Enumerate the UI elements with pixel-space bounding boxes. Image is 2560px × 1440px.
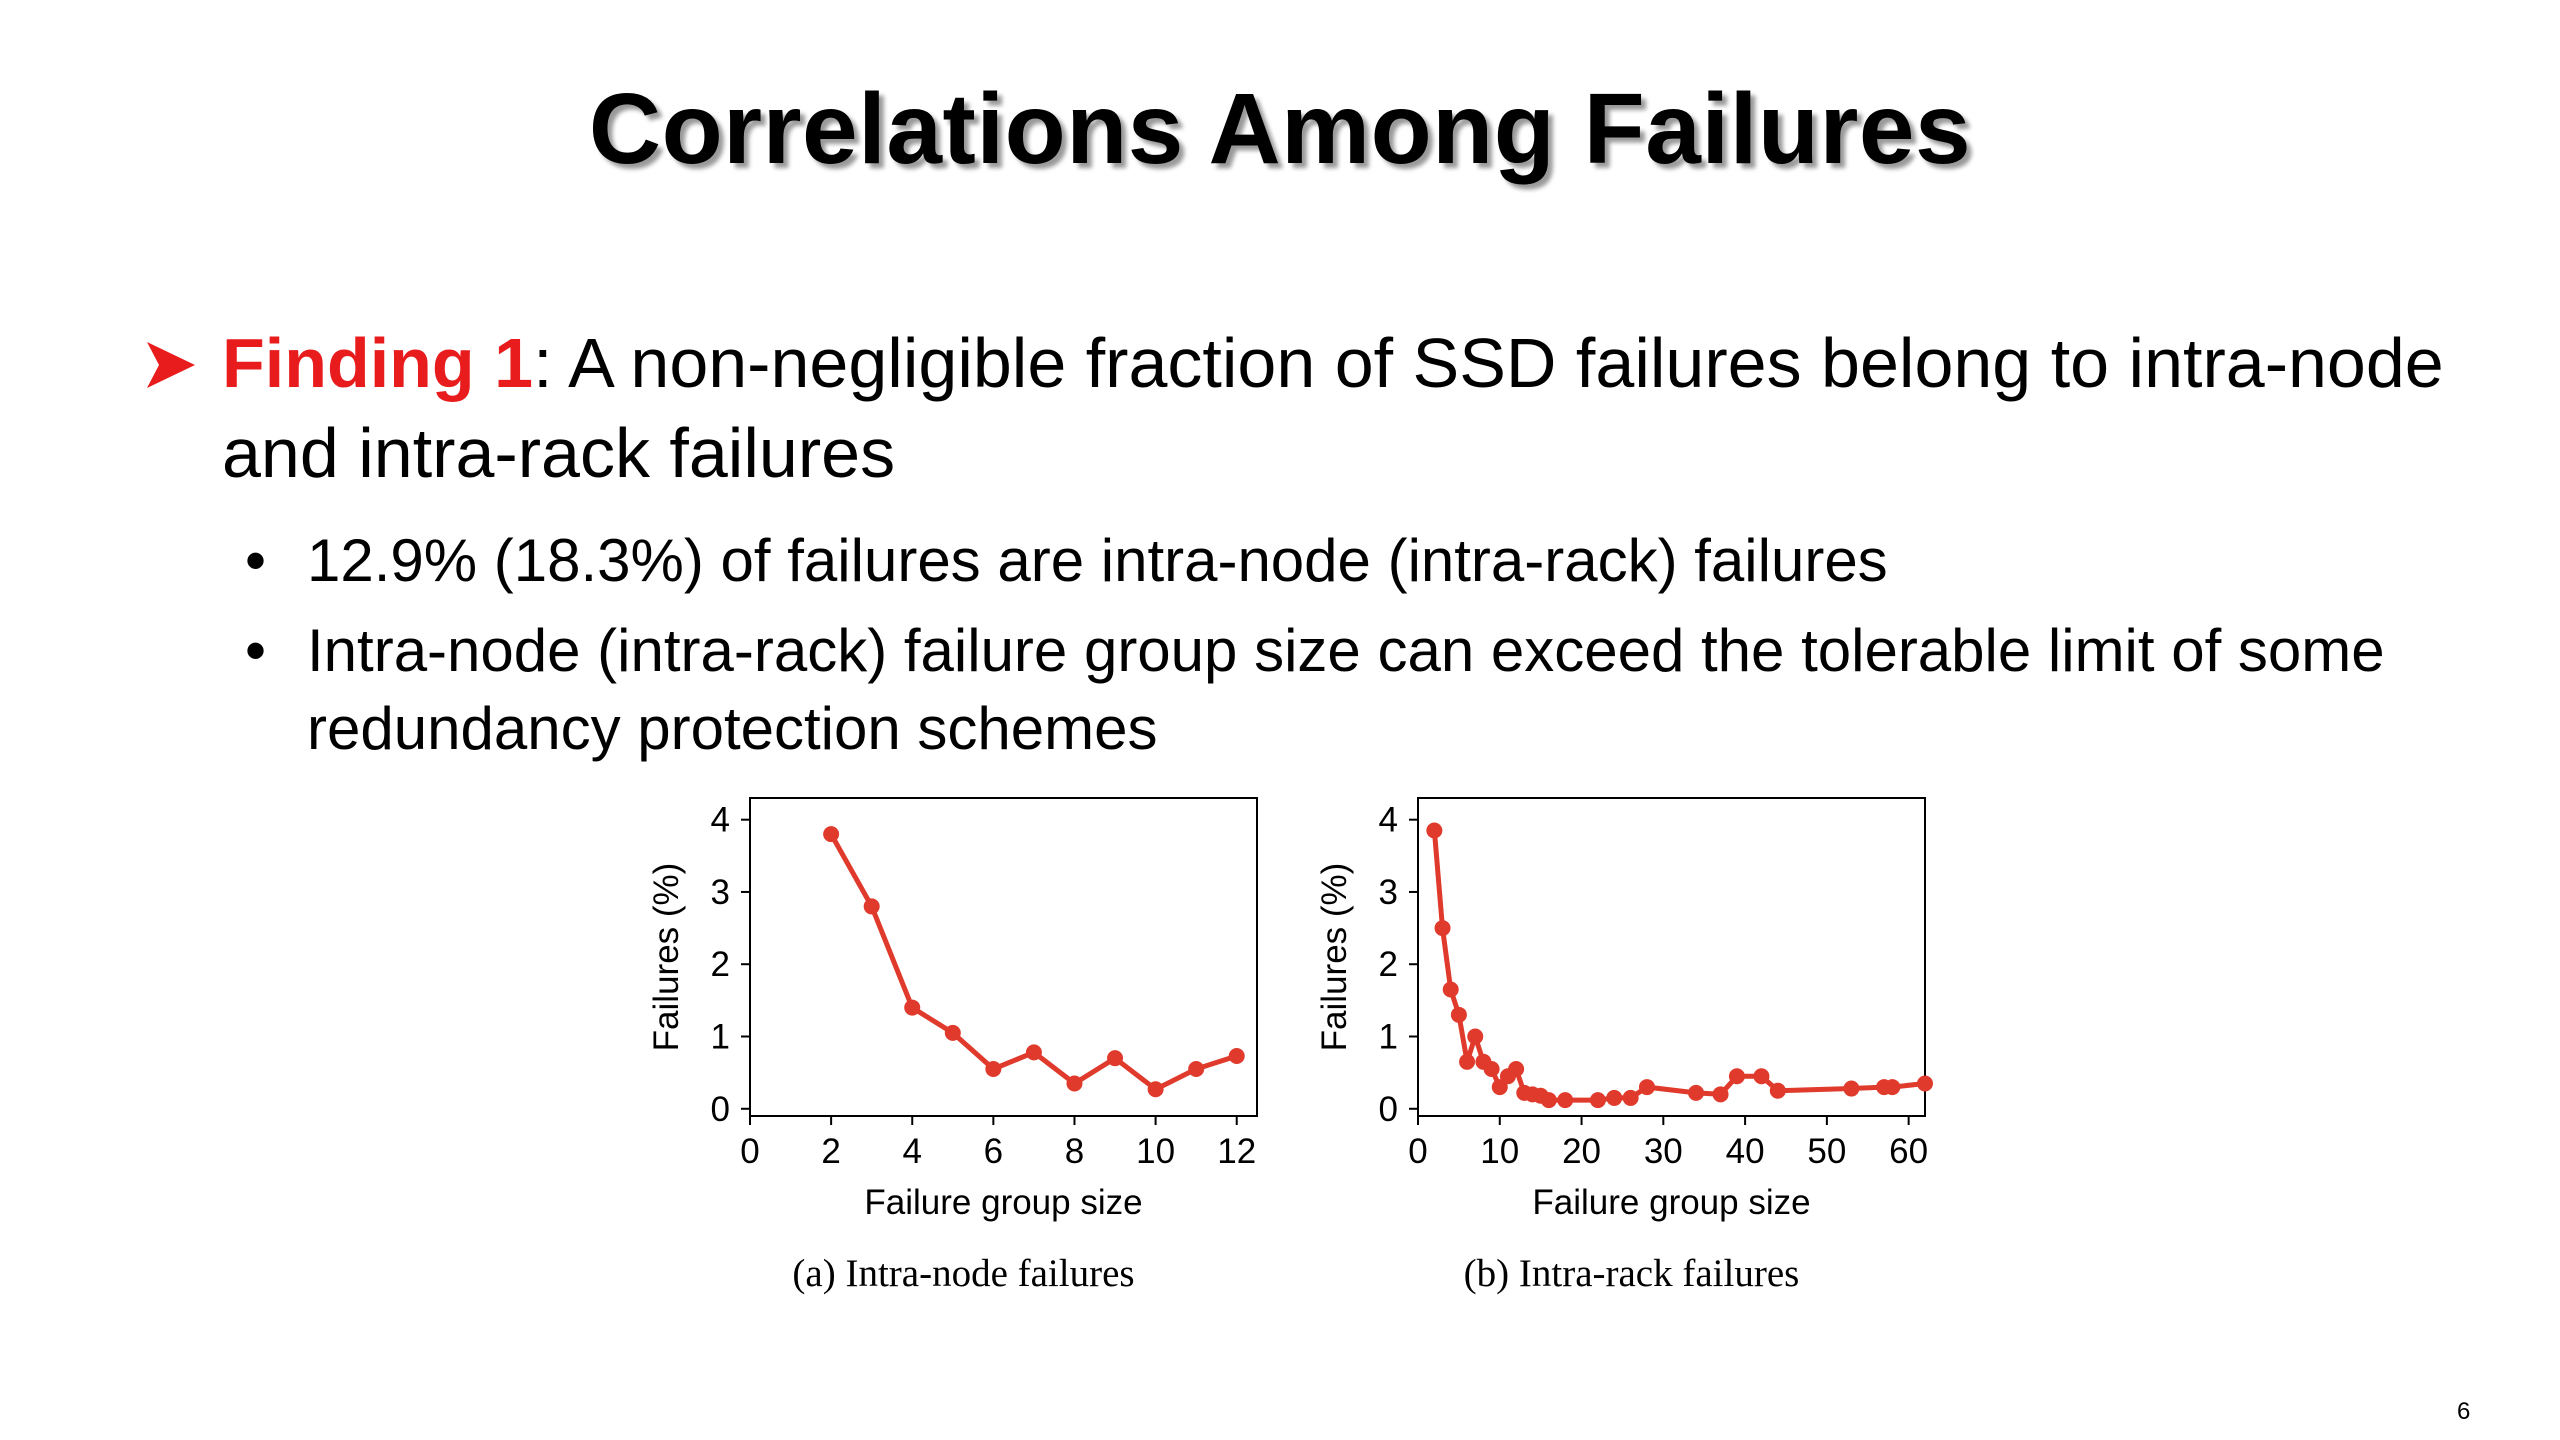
data-point bbox=[1884, 1079, 1901, 1096]
y-tick-label: 2 bbox=[711, 945, 730, 984]
arrow-bullet-icon bbox=[147, 342, 195, 388]
y-tick-label: 0 bbox=[1379, 1090, 1398, 1129]
data-point bbox=[1508, 1061, 1525, 1078]
y-tick-label: 4 bbox=[711, 801, 730, 840]
y-tick-label: 4 bbox=[1379, 801, 1398, 840]
data-point bbox=[1426, 822, 1443, 839]
y-tick-label: 3 bbox=[1379, 873, 1398, 912]
plot-frame bbox=[1417, 797, 1926, 1117]
data-point bbox=[1434, 920, 1451, 937]
y-axis-label: Failures (%) bbox=[1315, 863, 1354, 1052]
bullet-text: 12.9% (18.3%) of failures are intra-node… bbox=[307, 527, 1888, 594]
bullet-dot-icon: • bbox=[245, 617, 267, 684]
x-axis-label: Failure group size bbox=[864, 1183, 1142, 1222]
x-tick-label: 10 bbox=[1480, 1132, 1519, 1171]
finding-statement: Finding 1: A non-negligible fraction of … bbox=[147, 318, 2455, 498]
x-tick-label: 0 bbox=[740, 1132, 759, 1171]
data-point bbox=[1066, 1075, 1083, 1092]
data-point bbox=[1917, 1075, 1933, 1092]
finding-label: Finding 1 bbox=[222, 324, 534, 402]
y-tick-label: 3 bbox=[711, 873, 730, 912]
data-point bbox=[1025, 1044, 1042, 1061]
data-point bbox=[1622, 1089, 1639, 1106]
x-tick-label: 8 bbox=[1065, 1132, 1084, 1171]
data-point bbox=[985, 1061, 1002, 1078]
data-point bbox=[1147, 1081, 1164, 1098]
x-tick-label: 2 bbox=[821, 1132, 840, 1171]
data-point bbox=[1107, 1050, 1124, 1067]
bullet-dot-icon: • bbox=[245, 527, 267, 594]
data-point bbox=[1638, 1079, 1655, 1096]
data-point bbox=[863, 898, 880, 915]
data-point bbox=[1557, 1092, 1574, 1109]
series-line bbox=[1431, 830, 1926, 1103]
data-point bbox=[1728, 1068, 1745, 1085]
bullet-item: • Intra-node (intra-rack) failure group … bbox=[245, 612, 2495, 768]
data-point bbox=[1589, 1092, 1606, 1109]
x-tick-label: 50 bbox=[1807, 1132, 1846, 1171]
y-tick-label: 1 bbox=[1379, 1018, 1398, 1057]
chart-caption: (b) Intra-rack failures bbox=[1464, 1252, 1800, 1295]
y-axis-label: Failures (%) bbox=[647, 863, 686, 1052]
x-tick-label: 20 bbox=[1562, 1132, 1601, 1171]
data-point bbox=[1450, 1006, 1467, 1023]
y-tick-label: 1 bbox=[711, 1018, 730, 1057]
x-tick-label: 4 bbox=[903, 1132, 922, 1171]
plot-frame bbox=[749, 797, 1258, 1117]
finding-text: : A non-negligible fraction of SSD failu… bbox=[222, 324, 2444, 492]
chart-caption: (a) Intra-node failures bbox=[792, 1252, 1134, 1295]
data-point bbox=[1467, 1028, 1484, 1045]
y-tick-label: 0 bbox=[711, 1090, 730, 1129]
x-tick-label: 6 bbox=[984, 1132, 1003, 1171]
data-point bbox=[1769, 1082, 1786, 1099]
slide-title: Correlations Among Failures bbox=[588, 73, 1972, 185]
data-point bbox=[1188, 1061, 1205, 1078]
x-tick-label: 10 bbox=[1136, 1132, 1175, 1171]
data-point bbox=[1843, 1080, 1860, 1097]
x-axis-label: Failure group size bbox=[1532, 1183, 1810, 1222]
data-point bbox=[1483, 1061, 1500, 1078]
x-tick-label: 40 bbox=[1726, 1132, 1765, 1171]
data-point bbox=[904, 999, 921, 1016]
x-tick-label: 30 bbox=[1644, 1132, 1683, 1171]
page-number: 6 bbox=[2457, 1398, 2471, 1425]
data-point bbox=[1712, 1086, 1729, 1103]
data-point bbox=[1540, 1092, 1557, 1109]
y-tick-label: 2 bbox=[1379, 945, 1398, 984]
x-tick-label: 12 bbox=[1217, 1132, 1256, 1171]
data-point bbox=[1688, 1084, 1705, 1101]
data-point bbox=[1753, 1068, 1770, 1085]
x-tick-label: 0 bbox=[1408, 1132, 1427, 1171]
data-point bbox=[1606, 1089, 1623, 1106]
data-point bbox=[823, 826, 840, 843]
x-tick-label: 60 bbox=[1889, 1132, 1928, 1171]
bullet-text: Intra-node (intra-rack) failure group si… bbox=[307, 617, 2385, 762]
bullet-item: • 12.9% (18.3%) of failures are intra-no… bbox=[245, 522, 2495, 600]
data-point bbox=[944, 1024, 961, 1041]
data-point bbox=[1442, 981, 1459, 998]
data-point bbox=[1491, 1079, 1508, 1096]
data-point bbox=[1228, 1048, 1245, 1065]
data-point bbox=[1459, 1053, 1476, 1070]
